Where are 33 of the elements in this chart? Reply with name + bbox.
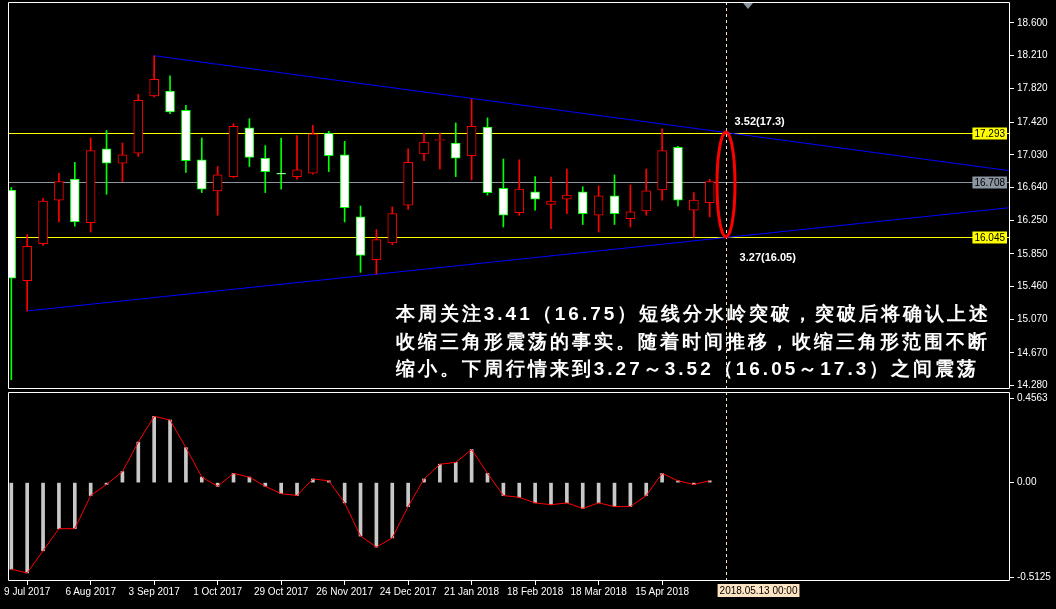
- ref-line-label: 17.293: [974, 127, 1006, 139]
- y-tick-label: 14.280: [1017, 379, 1049, 391]
- x-tick-label: 26 Nov 2017: [316, 585, 374, 597]
- x-tick-label: 9 Jul 2017: [4, 585, 51, 597]
- y-tick-label: 17.030: [1017, 148, 1049, 160]
- x-tick-label: 6 Aug 2017: [65, 585, 117, 597]
- y-tick-label: -0.5125: [1017, 570, 1052, 582]
- ref-line-label: 2018.05.13 00:00: [719, 584, 798, 596]
- y-tick-label: 15.850: [1017, 247, 1049, 259]
- y-tick-label: 15.460: [1017, 280, 1049, 292]
- x-tick-label: 29 Oct 2017: [253, 585, 309, 597]
- y-tick-label: 17.820: [1017, 82, 1049, 94]
- x-tick-label: 3 Sep 2017: [128, 585, 181, 597]
- annotation: 3.52(17.3): [734, 115, 786, 128]
- y-tick-label: 0.4563: [1017, 392, 1049, 404]
- annotation: 3.27(16.05): [739, 251, 797, 264]
- annotation: 本周关注3.41（16.75）短线分水岭突破，突破后将确认上述收缩三角形震荡的事实。随着时间推移，收缩三角形范围不断缩小。下周行情来到3.27～3.52（16.05～17.3）之间震荡: [394, 303, 992, 380]
- x-tick-label: 15 Apr 2018: [635, 585, 690, 597]
- x-tick-label: 18 Mar 2018: [570, 585, 628, 597]
- ref-line-label: 16.045: [974, 231, 1006, 243]
- y-tick-label: 18.600: [1017, 16, 1049, 28]
- x-tick-label: 24 Dec 2017: [379, 585, 437, 597]
- ref-line-label: 16.708: [974, 176, 1006, 188]
- y-tick-label: 16.250: [1017, 214, 1049, 226]
- y-tick-label: 18.210: [1017, 49, 1049, 61]
- x-tick-label: 18 Feb 2018: [507, 585, 564, 597]
- y-tick-label: 16.640: [1017, 181, 1049, 193]
- y-tick-label: 14.670: [1017, 346, 1049, 358]
- y-tick-label: 17.420: [1017, 115, 1049, 127]
- x-tick-label: 21 Jan 2018: [444, 585, 500, 597]
- x-tick-label: 1 Oct 2017: [193, 585, 243, 597]
- y-tick-label: 15.070: [1017, 313, 1049, 325]
- y-tick-label: 0.00: [1017, 476, 1037, 488]
